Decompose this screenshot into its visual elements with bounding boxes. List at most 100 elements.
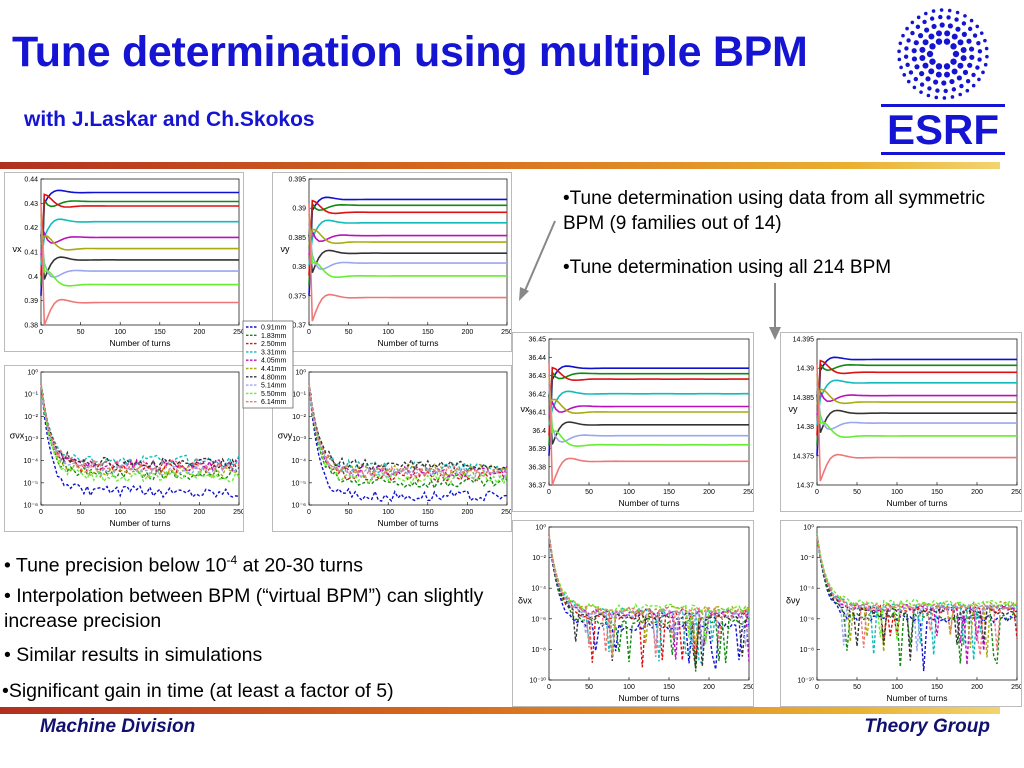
series-line [40, 384, 240, 472]
series-line [308, 383, 508, 486]
series-line [816, 359, 1017, 436]
plot-nuy-all-bpm: 0 50 100 150 200 250 14.37 14.375 14.38 14.385 14.… [780, 332, 1023, 512]
series-line [40, 234, 239, 280]
series-line [548, 399, 749, 416]
legend-label: 3.31mm [261, 349, 286, 356]
series-line [40, 382, 239, 477]
slide-subtitle: with J.Laskar and Ch.Skokos [24, 108, 315, 131]
left-bullet-3: • Similar results in simulations [4, 644, 263, 666]
y-tick-label: 0.395 [288, 177, 306, 184]
y-tick-label: 14.38 [796, 424, 814, 431]
x-tick-label: 0 [307, 509, 311, 516]
series-line [816, 379, 1017, 426]
x-tick-label: 150 [931, 489, 943, 496]
series-line [548, 534, 750, 656]
y-tick-label: 0.375 [288, 293, 306, 300]
y-tick-label: 14.385 [793, 395, 815, 402]
x-axis-label: Number of turns [378, 338, 439, 348]
x-tick-label: 250 [1011, 489, 1021, 496]
y-tick-label: 10⁻³ [24, 436, 38, 443]
y-tick-label: 10⁻⁶ [532, 616, 546, 623]
x-axis-label: Number of turns [887, 693, 948, 703]
series-line [308, 196, 507, 296]
legend-label: 6.14mm [261, 399, 286, 406]
x-axis-label: Number of turns [110, 338, 171, 348]
plot-nux-symmetric: 0 50 100 150 200 250 0.38 0.39 0.4 0.41 0.42 0.43 0.… [4, 172, 245, 352]
series-line [308, 199, 507, 276]
x-tick-label: 50 [853, 684, 861, 691]
x-tick-label: 250 [501, 509, 511, 516]
series-line [816, 388, 1017, 405]
arrow-to-all-bpm [769, 283, 781, 340]
esrf-logo: ESRF [881, 8, 1005, 155]
x-tick-label: 100 [891, 489, 903, 496]
series-line [40, 382, 240, 470]
series-line [548, 373, 749, 447]
y-tick-label: 10⁻¹⁰ [529, 677, 546, 685]
series-line [308, 383, 508, 478]
x-tick-label: 0 [39, 329, 43, 336]
x-tick-label: 100 [114, 509, 126, 516]
legend-label: 4.41mm [261, 366, 286, 373]
y-tick-label: 36.42 [528, 391, 546, 398]
x-tick-label: 50 [77, 329, 85, 336]
x-tick-label: 0 [815, 684, 819, 691]
x-tick-label: 200 [971, 684, 983, 691]
x-tick-label: 250 [743, 684, 753, 691]
x-tick-label: 0 [547, 684, 551, 691]
legend-label: 0.91mm [261, 325, 286, 332]
x-tick-label: 250 [743, 489, 753, 496]
x-tick-label: 100 [891, 684, 903, 691]
series-line [308, 382, 508, 490]
x-tick-label: 0 [307, 329, 311, 336]
y-tick-label: 10⁻¹ [292, 392, 306, 399]
y-tick-label: 10⁻² [532, 555, 546, 562]
y-tick-label: 10⁰ [295, 369, 306, 377]
x-tick-label: 250 [233, 509, 243, 516]
y-tick-label: 10⁻³ [292, 436, 306, 443]
plot-sigma-nux: 0 50 100 150 200 250 10⁰ 10⁻¹ 10⁻² 10⁻³ 10⁻⁴ 10⁻⁵ 10… [4, 365, 245, 532]
y-tick-label: 10⁻⁶ [24, 503, 38, 510]
x-axis-label: Number of turns [887, 498, 948, 508]
x-tick-label: 150 [663, 489, 675, 496]
series-line [816, 534, 1018, 652]
x-tick-label: 250 [1011, 684, 1021, 691]
x-tick-label: 0 [547, 489, 551, 496]
series-line [40, 213, 239, 287]
series-line [40, 203, 239, 326]
y-tick-label: 10⁻⁴ [292, 458, 307, 465]
y-axis-label: νy [789, 404, 799, 414]
series-line [308, 203, 507, 322]
y-tick-label: 14.395 [793, 337, 815, 344]
series-line [40, 197, 239, 286]
y-axis-label: σνy [278, 431, 293, 441]
series-line [816, 356, 1017, 456]
right-bullet-1: •Tune determination using data from all … [563, 188, 986, 234]
y-tick-label: 36.37 [528, 483, 546, 490]
footer-left: Machine Division [40, 716, 196, 737]
plot-nux-all-bpm: 0 50 100 150 200 250 36.37 36.38 36.39 36.4 36.41 3… [512, 332, 755, 512]
x-tick-label: 200 [971, 489, 983, 496]
series-line [308, 234, 507, 273]
y-tick-label: 10⁻⁵ [292, 480, 306, 487]
series-line [308, 219, 507, 266]
series-line [40, 224, 239, 279]
legend-label: 2.50mm [261, 341, 286, 348]
y-tick-label: 10⁻² [292, 414, 306, 421]
footer-rule [0, 707, 1000, 714]
y-tick-label: 10⁻⁶ [800, 616, 814, 623]
y-tick-label: 10⁻⁴ [800, 586, 815, 593]
y-tick-label: 10⁰ [27, 369, 38, 377]
y-tick-label: 10⁻¹ [24, 392, 38, 399]
y-tick-label: 10⁻² [800, 555, 814, 562]
y-tick-label: 36.38 [528, 464, 546, 471]
x-tick-label: 200 [703, 684, 715, 691]
y-tick-label: 14.37 [796, 483, 814, 490]
series-line [40, 382, 240, 499]
series-line [548, 384, 749, 443]
legend-label: 4.80mm [261, 374, 286, 381]
y-tick-label: 14.39 [796, 366, 814, 373]
y-tick-label: 10⁻⁶ [292, 503, 306, 510]
y-tick-label: 0.42 [24, 225, 38, 232]
y-tick-label: 14.375 [793, 453, 815, 460]
